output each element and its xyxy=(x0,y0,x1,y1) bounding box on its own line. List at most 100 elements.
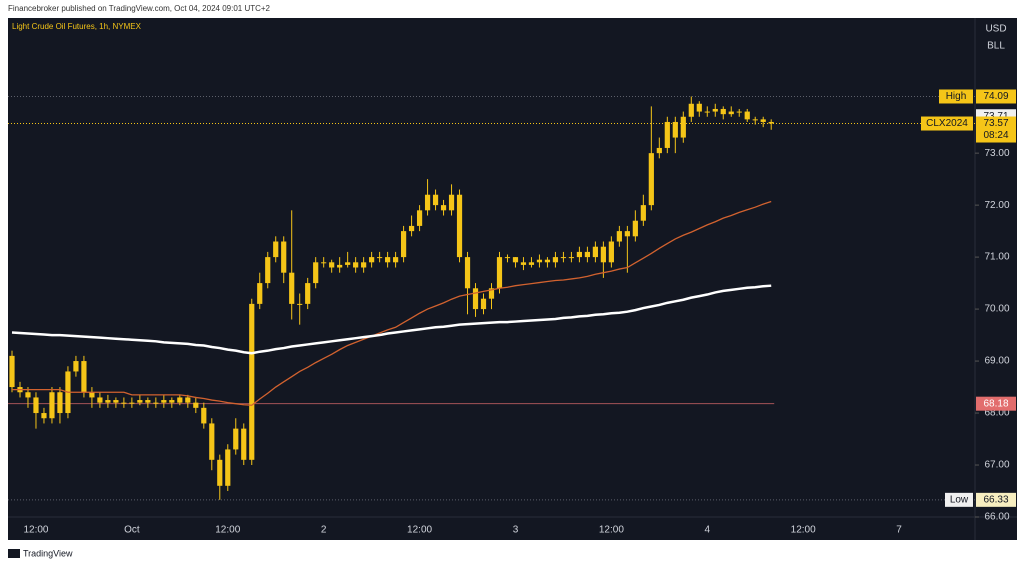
candle-body xyxy=(297,303,303,305)
x-tick-label: 12:00 xyxy=(215,525,240,536)
candle-body xyxy=(552,257,559,263)
candle-body xyxy=(496,257,503,289)
candle-body xyxy=(353,262,359,268)
currency: USD xyxy=(985,24,1006,35)
price-marker xyxy=(976,89,1016,104)
moving-average xyxy=(12,200,772,406)
price-marker-label: 73.57 xyxy=(983,118,1008,129)
candle-body xyxy=(121,402,127,404)
candle-body xyxy=(9,355,15,388)
candle-body xyxy=(408,225,415,232)
price-marker xyxy=(976,492,1016,507)
candle-body xyxy=(249,303,255,460)
y-tick-label: 66.00 xyxy=(984,512,1009,523)
unit: BLL xyxy=(987,41,1005,52)
candle-body xyxy=(392,257,399,263)
candle-body xyxy=(321,262,327,264)
candle-body xyxy=(664,121,670,148)
x-tick-label: 3 xyxy=(513,525,519,536)
candle-body xyxy=(632,220,638,237)
candle-body xyxy=(488,288,495,299)
candle-body xyxy=(584,251,591,258)
candle-body xyxy=(385,257,391,263)
candle-body xyxy=(520,262,527,265)
candle-body xyxy=(185,397,191,403)
y-tick-label: 71.00 xyxy=(984,252,1009,263)
candle-body xyxy=(744,111,750,120)
candle-body xyxy=(720,108,726,115)
chart-bg xyxy=(8,18,1017,540)
price-marker-name-bg xyxy=(939,89,973,104)
price-marker-label: 74.09 xyxy=(983,91,1008,102)
candle-body xyxy=(369,257,375,263)
candle-body xyxy=(361,262,367,268)
candle-body xyxy=(576,251,583,258)
candle-body xyxy=(289,272,295,304)
candle-body xyxy=(33,397,39,414)
logo-icon xyxy=(8,549,20,558)
candle-body xyxy=(648,153,654,206)
candle-body xyxy=(241,428,247,460)
moving-average xyxy=(11,284,772,355)
x-tick-label: 12:00 xyxy=(23,525,48,536)
candle-body xyxy=(57,392,63,414)
candle-body xyxy=(432,194,439,206)
candle-body xyxy=(257,283,263,304)
price-marker-name: High xyxy=(946,91,967,102)
x-tick-label: 12:00 xyxy=(791,525,816,536)
candle-body xyxy=(177,397,183,403)
candle-body xyxy=(592,246,598,258)
candle-body xyxy=(464,257,471,289)
x-tick-label: Oct xyxy=(124,525,140,536)
candle-body xyxy=(672,121,678,138)
candle-body xyxy=(616,231,622,242)
candle-body xyxy=(49,392,55,419)
x-tick-label: 12:00 xyxy=(407,525,432,536)
candle-body xyxy=(153,402,159,404)
price-marker-name-bg xyxy=(921,116,973,131)
candle-body xyxy=(768,121,774,124)
candle-body xyxy=(337,264,343,268)
y-tick-label: 72.00 xyxy=(984,200,1009,211)
candle-body xyxy=(456,194,463,258)
candle-body xyxy=(329,262,335,268)
candle-body xyxy=(105,400,111,403)
candle-body xyxy=(81,361,87,393)
price-marker-label: 73.71 xyxy=(983,111,1008,122)
countdown: 08:24 xyxy=(983,130,1008,141)
candle-body xyxy=(73,361,79,372)
candle-body xyxy=(305,283,311,304)
candle-body xyxy=(377,257,383,259)
candle-body xyxy=(688,103,694,117)
candle-body xyxy=(560,257,567,259)
candle-body xyxy=(512,257,519,263)
candle-body xyxy=(400,231,407,258)
candle-body xyxy=(696,103,702,112)
footer: TradingView xyxy=(23,548,73,558)
candle-body xyxy=(656,147,662,154)
price-marker-label: 68.18 xyxy=(983,398,1008,409)
candle-body xyxy=(281,241,287,273)
candle-body xyxy=(728,111,734,115)
candle-body xyxy=(209,423,215,460)
candle-body xyxy=(273,241,279,258)
candle-body xyxy=(528,262,535,265)
candle-body xyxy=(265,257,271,284)
candle-body xyxy=(97,397,103,403)
candle-body xyxy=(225,449,231,486)
candle-body xyxy=(129,402,135,404)
candle-body xyxy=(201,407,207,424)
candle-body xyxy=(169,400,175,403)
candle-body xyxy=(536,259,543,263)
candle-body xyxy=(608,241,614,263)
candle-body xyxy=(704,111,710,113)
candle-body xyxy=(480,298,487,310)
price-marker-name: CLX2024 xyxy=(926,118,968,129)
logo: TradingView xyxy=(8,548,73,558)
candle-body xyxy=(752,119,758,121)
candle-body xyxy=(161,400,167,403)
candle-body xyxy=(41,413,47,419)
price-marker xyxy=(976,396,1016,411)
